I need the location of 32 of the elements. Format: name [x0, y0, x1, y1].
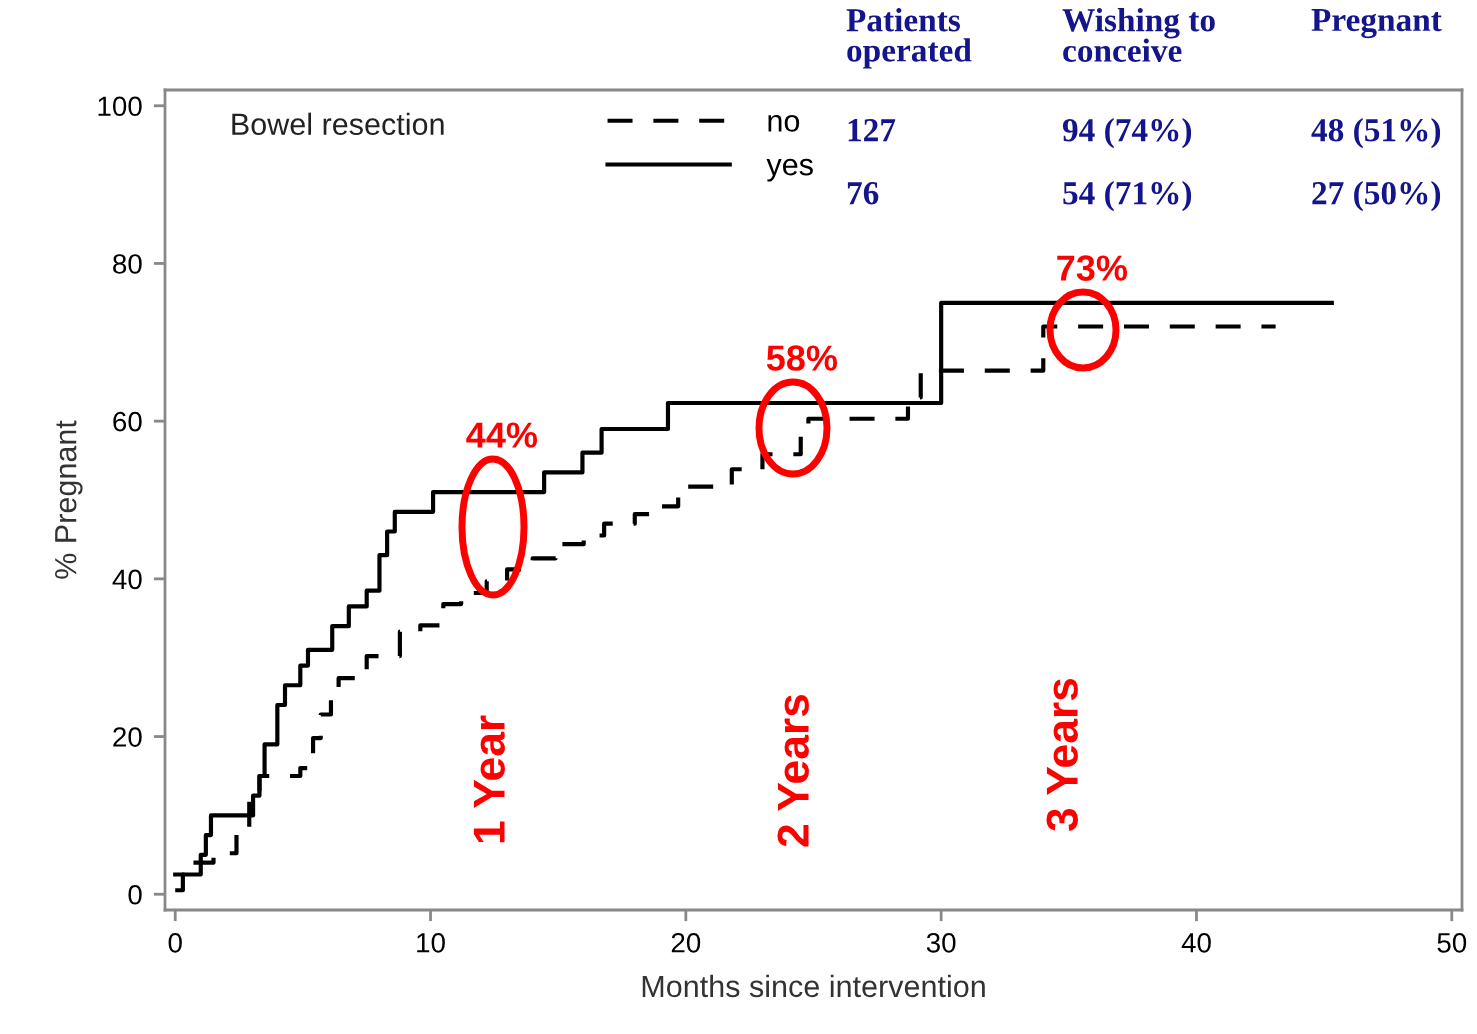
x-tick-label: 10 — [417, 932, 445, 953]
annotation: 54 (71%) — [1063, 181, 1192, 212]
x-tick-label: 50 — [1437, 932, 1467, 953]
y-tick-label: 0 — [128, 884, 142, 905]
annotation: 48 (51%) — [1311, 118, 1441, 149]
annotation: 76 — [847, 182, 879, 205]
text: Patients operated — [846, 8, 972, 69]
annotation: 44% — [466, 422, 538, 448]
annotation: 94 (74%) — [1062, 118, 1192, 149]
y-axis-title: % Pregnant — [55, 420, 83, 579]
y-tick-label: 40 — [112, 569, 142, 590]
annotation: 58% — [766, 345, 838, 371]
y-tick-label: 20 — [113, 727, 142, 747]
x-tick-label: 30 — [926, 932, 956, 953]
x-axis-title: Months since intervention — [642, 974, 985, 998]
y-tick-label: 100 — [98, 96, 142, 117]
legend-label: no — [768, 115, 800, 132]
x-tick-label: 40 — [1181, 932, 1211, 953]
legend-label: yes — [766, 158, 813, 182]
text: Wishing to conceive — [1062, 8, 1215, 62]
legend-title: Bowel resection — [232, 112, 444, 136]
annotation: 3 Years — [1046, 678, 1078, 831]
annotation: 27 (50%) — [1312, 181, 1441, 212]
annotation: 2 Years — [777, 694, 809, 847]
annotation: 1 Year — [473, 715, 505, 843]
text: Pregnant — [1311, 9, 1442, 39]
x-tick-label: 0 — [168, 932, 182, 953]
annotation: 73% — [1057, 255, 1128, 281]
x-tick-label: 20 — [671, 932, 701, 953]
y-tick-label: 60 — [113, 411, 142, 432]
annotation: 127 — [848, 119, 896, 142]
y-tick-label: 80 — [113, 254, 142, 274]
